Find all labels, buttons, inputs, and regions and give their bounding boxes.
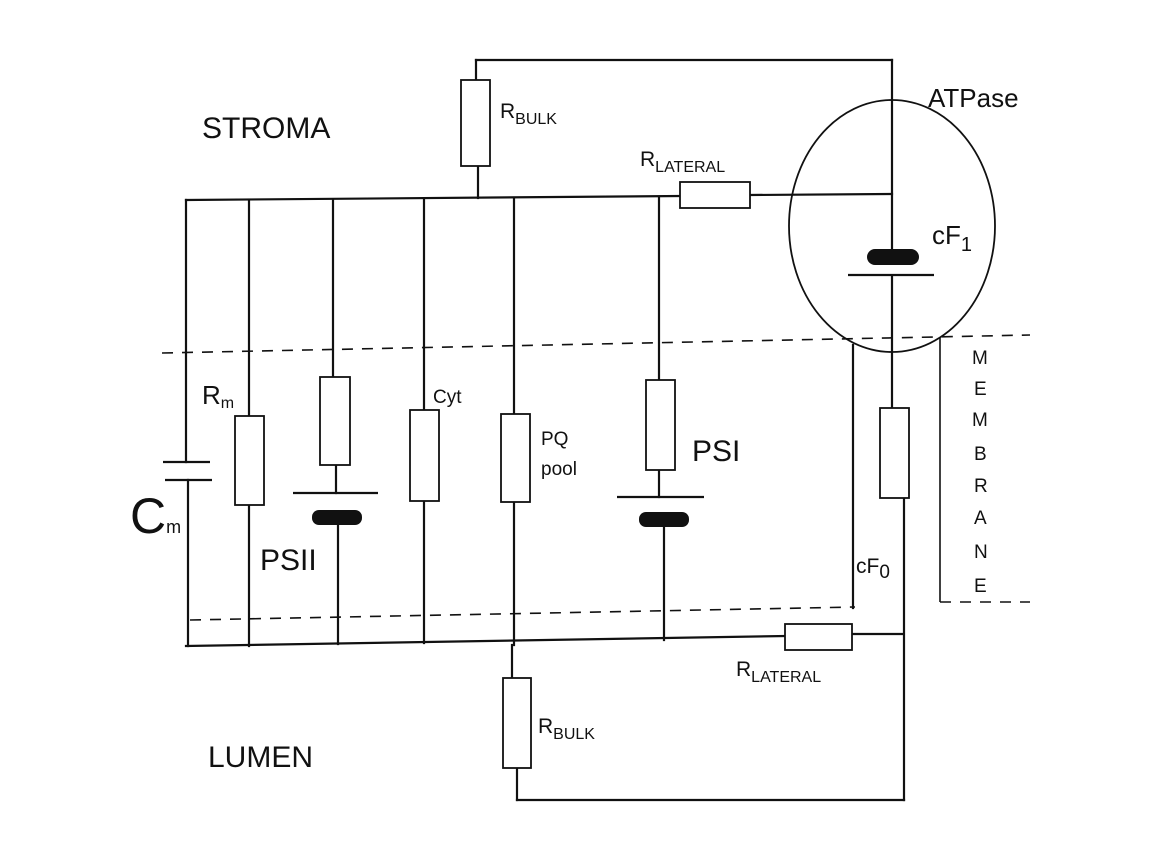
membrane-letter: M: [972, 410, 988, 431]
membrane-letter: R: [974, 476, 988, 497]
membrane-letter: E: [974, 576, 987, 597]
generators: [293, 249, 934, 527]
atpase-label: ATPase: [928, 83, 1019, 113]
membrane-letter: A: [974, 508, 987, 529]
membrane-boundaries: [161, 334, 1031, 621]
lumen-bus: [184, 634, 787, 648]
membrane-letter: E: [974, 379, 987, 400]
stroma-bus-right: [748, 192, 894, 197]
r-lateral-bottom-resistor: [784, 623, 853, 651]
cyt-resistor: [409, 409, 440, 502]
membrane-vertical-label: M E M B R A N E: [972, 348, 988, 597]
cf0-label: cF0: [856, 555, 890, 583]
atpase-ellipse: [788, 99, 996, 353]
membrane-letter: M: [972, 348, 988, 369]
psii-resistor: [319, 376, 351, 466]
lumen-label: LUMEN: [208, 741, 313, 774]
r-bulk-top-resistor: [460, 79, 491, 167]
cm-label: Cm: [130, 488, 181, 544]
r-lateral-top-label: RLATERAL: [640, 148, 725, 176]
pq-pool-resistor: [500, 413, 531, 503]
psi-resistor: [645, 379, 676, 471]
cf1-label: cF1: [932, 220, 972, 256]
membrane-bottom-dashed-line: [189, 606, 856, 621]
stroma-bus: [184, 194, 682, 202]
labels: STROMA LUMEN ATPase RBULK RLATERAL cF1 R…: [130, 83, 1019, 774]
cf1-generator-blob: [867, 249, 919, 265]
branch-wires: [184, 195, 666, 648]
lumen-wiring: [184, 274, 906, 802]
psi-label: PSI: [692, 435, 740, 468]
cf0-resistor: [879, 407, 910, 499]
membrane-letter: N: [974, 542, 988, 563]
r-lateral-top-resistor: [679, 181, 751, 209]
membrane-top-dashed-line: [161, 334, 1031, 354]
stroma-label: STROMA: [202, 112, 330, 145]
resistors: [234, 79, 910, 769]
stroma-wiring: [184, 58, 894, 258]
membrane-capacitor: [163, 460, 212, 482]
rm-resistor: [234, 415, 265, 506]
rm-label: Rm: [202, 380, 234, 412]
pq-pool-label-line2: pool: [541, 459, 577, 480]
cyt-label: Cyt: [433, 387, 462, 408]
membrane-letter: B: [974, 444, 987, 465]
psii-generator-blob: [312, 510, 362, 525]
r-bulk-bottom-label: RBULK: [538, 715, 595, 743]
r-bulk-bottom-resistor: [502, 677, 532, 769]
pq-pool-label-line1: PQ: [541, 429, 568, 450]
r-lateral-bottom-label: RLATERAL: [736, 658, 821, 686]
psii-label: PSII: [260, 544, 317, 577]
r-bulk-top-label: RBULK: [500, 100, 557, 128]
psi-generator-blob: [639, 512, 689, 527]
